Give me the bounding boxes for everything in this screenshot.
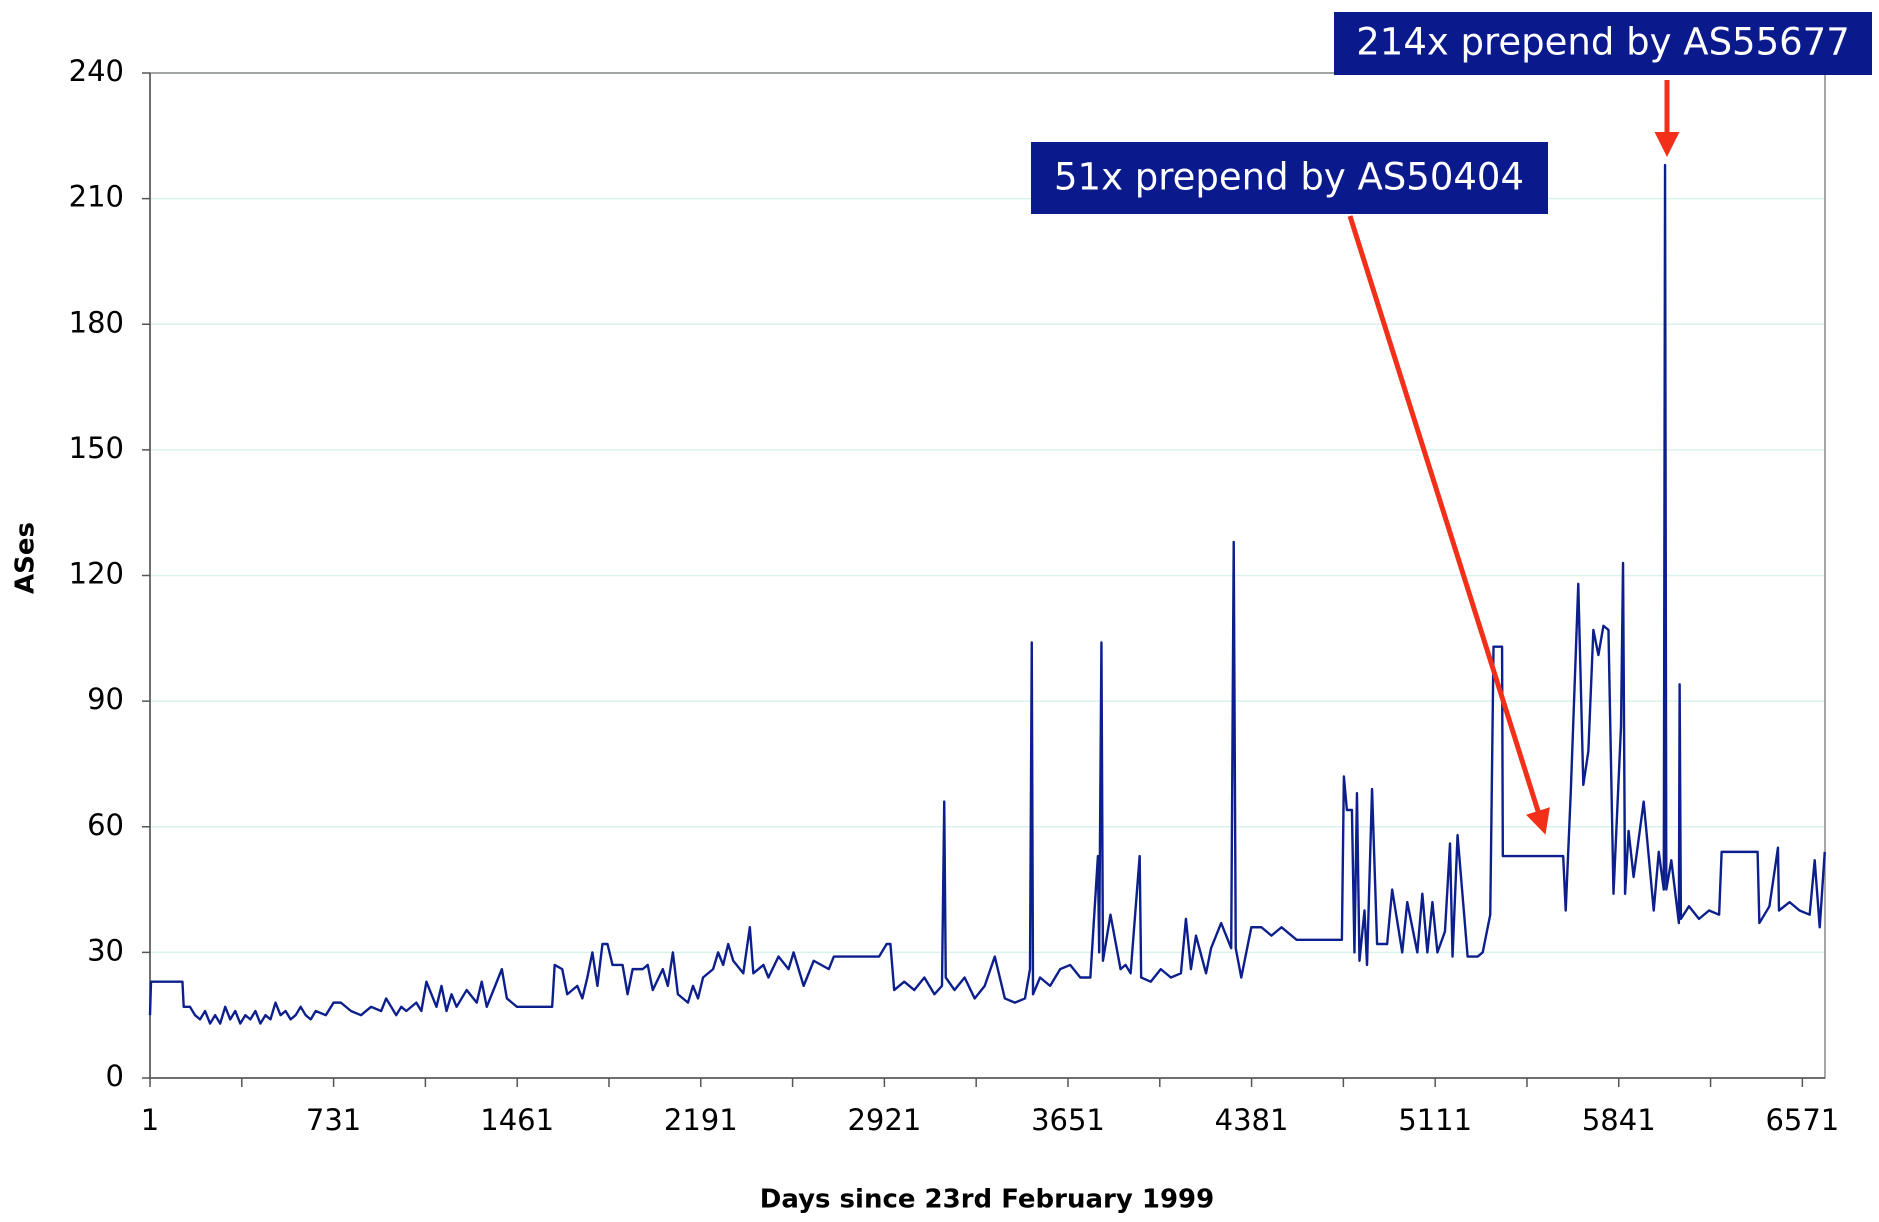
lines bbox=[148, 163, 1826, 1025]
x-axis-title: Days since 23rd February 1999 bbox=[760, 1185, 1214, 1215]
y-tick-label: 0 bbox=[106, 1059, 124, 1093]
annotation-arrow bbox=[1347, 215, 1550, 835]
grid bbox=[150, 72, 1825, 1079]
y-tick-label: 150 bbox=[69, 431, 124, 465]
x-tick-label: 6571 bbox=[1765, 1103, 1839, 1137]
x-tick-label: 1461 bbox=[480, 1103, 554, 1137]
y-tick-label: 30 bbox=[87, 933, 124, 967]
annotation-text: 214x prepend by AS55677 bbox=[1356, 21, 1850, 64]
x-tick-label: 5841 bbox=[1582, 1103, 1656, 1137]
x-tick-label: 5111 bbox=[1398, 1103, 1472, 1137]
annotation: 214x prepend by AS55677 bbox=[1334, 12, 1872, 157]
y-tick-label: 180 bbox=[69, 305, 124, 339]
y-tick-label: 120 bbox=[69, 557, 124, 591]
y-tick-label: 90 bbox=[87, 682, 124, 716]
x-tick-label: 731 bbox=[306, 1103, 361, 1137]
x-tick-label: 4381 bbox=[1215, 1103, 1289, 1137]
y-axis-title: ASes bbox=[11, 522, 41, 594]
annotation-text: 51x prepend by AS50404 bbox=[1054, 156, 1524, 199]
axes: 0 30 60 90 120 150 180 210 240 1 731 1461 2191 2921 36… bbox=[69, 54, 1840, 1137]
x-tick-label: 3651 bbox=[1031, 1103, 1105, 1137]
y-tick-label: 240 bbox=[69, 54, 124, 88]
x-tick-label: 1 bbox=[141, 1103, 159, 1137]
annotation: 51x prepend by AS50404 bbox=[1031, 142, 1550, 835]
x-tick-label: 2921 bbox=[847, 1103, 921, 1137]
y-tick-label: 60 bbox=[87, 808, 124, 842]
data-line bbox=[148, 163, 1826, 1025]
y-tick-label: 210 bbox=[69, 180, 124, 214]
annotation-box bbox=[1031, 142, 1548, 214]
x-tick-label: 2191 bbox=[664, 1103, 738, 1137]
annotation-box bbox=[1334, 12, 1872, 75]
